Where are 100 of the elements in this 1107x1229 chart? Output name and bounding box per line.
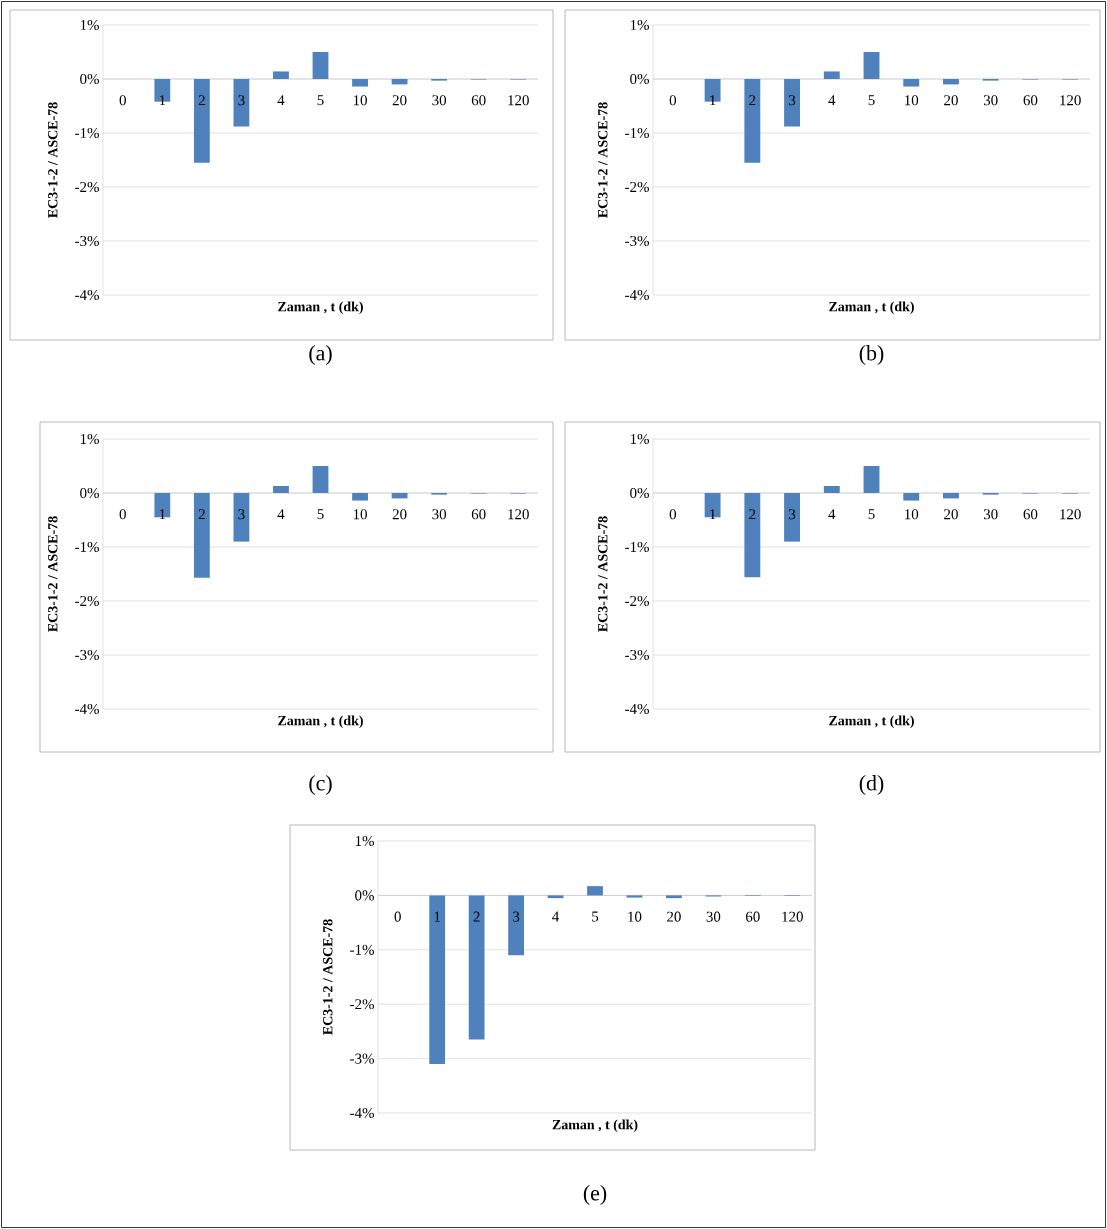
x-tick-label: 120 xyxy=(1060,95,1081,106)
x-tick-label: 1 xyxy=(434,911,441,922)
bar xyxy=(784,493,800,542)
bar xyxy=(704,493,721,518)
y-tick-label: 1% xyxy=(630,19,649,31)
text: (c) xyxy=(309,775,332,795)
text: (b) xyxy=(859,345,884,365)
x-tick-label: 20 xyxy=(392,509,407,520)
x-tick-label: 5 xyxy=(868,95,875,106)
y-tick-label: -1% xyxy=(75,127,99,139)
y-tick-label: -3% xyxy=(625,649,649,661)
x-tick-label: 120 xyxy=(508,95,529,106)
y-tick-label: -1% xyxy=(625,127,649,139)
x-tick-label: 2 xyxy=(198,509,205,520)
x-tick-label: 10 xyxy=(628,911,642,922)
y-tick-label: -4% xyxy=(625,289,649,301)
x-tick-label: 120 xyxy=(508,509,529,520)
bar xyxy=(863,52,880,79)
y-axis-title: EC3-1-2 / ASCE-78 xyxy=(48,102,58,218)
x-tick-label: 5 xyxy=(868,509,875,520)
x-tick-label: 3 xyxy=(238,95,245,106)
y-tick-label: -3% xyxy=(75,235,99,247)
y-tick-label: -2% xyxy=(350,999,374,1010)
bar xyxy=(823,71,840,79)
x-tick-label: 4 xyxy=(828,95,836,106)
bar xyxy=(943,493,959,499)
x-tick-label: 4 xyxy=(277,509,285,520)
bar xyxy=(273,71,289,79)
text: (a) xyxy=(309,345,332,365)
x-tick-label: 3 xyxy=(789,95,796,106)
x-tick-label: 60 xyxy=(1023,95,1038,106)
text: (d) xyxy=(859,775,884,795)
y-tick-label: -2% xyxy=(625,181,649,193)
x-tick-label: 10 xyxy=(905,95,919,106)
y-tick-label: -2% xyxy=(625,595,649,607)
x-tick-label: 4 xyxy=(277,95,285,106)
y-tick-label: 1% xyxy=(355,835,374,847)
x-tick-label: 20 xyxy=(944,95,958,106)
y-tick-label: 1% xyxy=(80,19,99,31)
bar xyxy=(391,79,408,85)
x-tick-label: 1 xyxy=(710,95,716,106)
y-tick-label: -1% xyxy=(350,944,374,955)
y-tick-label: 1% xyxy=(630,433,649,445)
bar xyxy=(943,79,959,85)
x-tick-label: 5 xyxy=(317,509,324,520)
x-tick-label: 60 xyxy=(471,95,486,106)
x-tick-label: 60 xyxy=(745,911,760,922)
bar xyxy=(391,493,408,499)
x-tick-label: 4 xyxy=(828,509,836,520)
x-tick-label: 120 xyxy=(782,911,803,922)
x-tick-label: 30 xyxy=(983,95,998,106)
x-tick-label: 10 xyxy=(353,95,367,106)
y-tick-label: -3% xyxy=(350,1053,374,1064)
x-tick-label: 20 xyxy=(392,95,407,106)
x-axis-title: Zaman , t (dk) xyxy=(552,1119,638,1133)
bar xyxy=(903,79,920,87)
bar xyxy=(193,79,210,163)
y-tick-label: -4% xyxy=(625,703,649,715)
x-tick-label: 1 xyxy=(159,95,166,106)
x-tick-label: 2 xyxy=(198,95,205,106)
x-axis-title: Zaman , t (dk) xyxy=(829,301,914,315)
y-tick-label: -3% xyxy=(75,649,99,661)
x-axis-title: Zaman , t (dk) xyxy=(829,715,914,729)
bar xyxy=(903,493,920,501)
x-tick-label: 0 xyxy=(669,509,677,520)
x-tick-label: 5 xyxy=(317,95,324,106)
bar xyxy=(352,493,368,501)
x-axis-title: Zaman , t (dk) xyxy=(278,715,363,729)
x-tick-label: 0 xyxy=(119,95,126,106)
x-tick-label: 0 xyxy=(394,911,401,922)
bar xyxy=(312,466,329,494)
x-tick-label: 30 xyxy=(706,911,721,922)
x-tick-label: 0 xyxy=(119,509,126,520)
y-tick-label: 0% xyxy=(80,73,99,85)
x-tick-label: 3 xyxy=(513,911,520,922)
x-tick-label: 60 xyxy=(471,509,486,520)
bar xyxy=(823,485,840,494)
bar xyxy=(154,493,171,518)
bar xyxy=(312,52,329,79)
bar xyxy=(193,493,210,578)
x-tick-label: 10 xyxy=(353,509,367,520)
bar xyxy=(744,79,761,163)
x-tick-label: 10 xyxy=(905,509,919,520)
y-tick-label: -4% xyxy=(350,1107,374,1119)
y-tick-label: 0% xyxy=(355,890,374,901)
y-tick-label: -1% xyxy=(75,541,99,553)
bar xyxy=(273,485,289,494)
x-tick-label: 0 xyxy=(669,95,677,106)
text: (e) xyxy=(583,1185,607,1205)
x-tick-label: 30 xyxy=(983,509,998,520)
bar xyxy=(352,79,368,87)
y-tick-label: -4% xyxy=(75,289,99,301)
bar xyxy=(744,493,761,578)
x-tick-label: 3 xyxy=(238,509,245,520)
y-axis-title: EC3-1-2 / ASCE-78 xyxy=(323,919,333,1035)
x-tick-label: 1 xyxy=(159,509,166,520)
bar xyxy=(784,79,800,127)
x-tick-label: 120 xyxy=(1060,509,1081,520)
x-tick-label: 60 xyxy=(1023,509,1038,520)
x-tick-label: 30 xyxy=(432,509,447,520)
